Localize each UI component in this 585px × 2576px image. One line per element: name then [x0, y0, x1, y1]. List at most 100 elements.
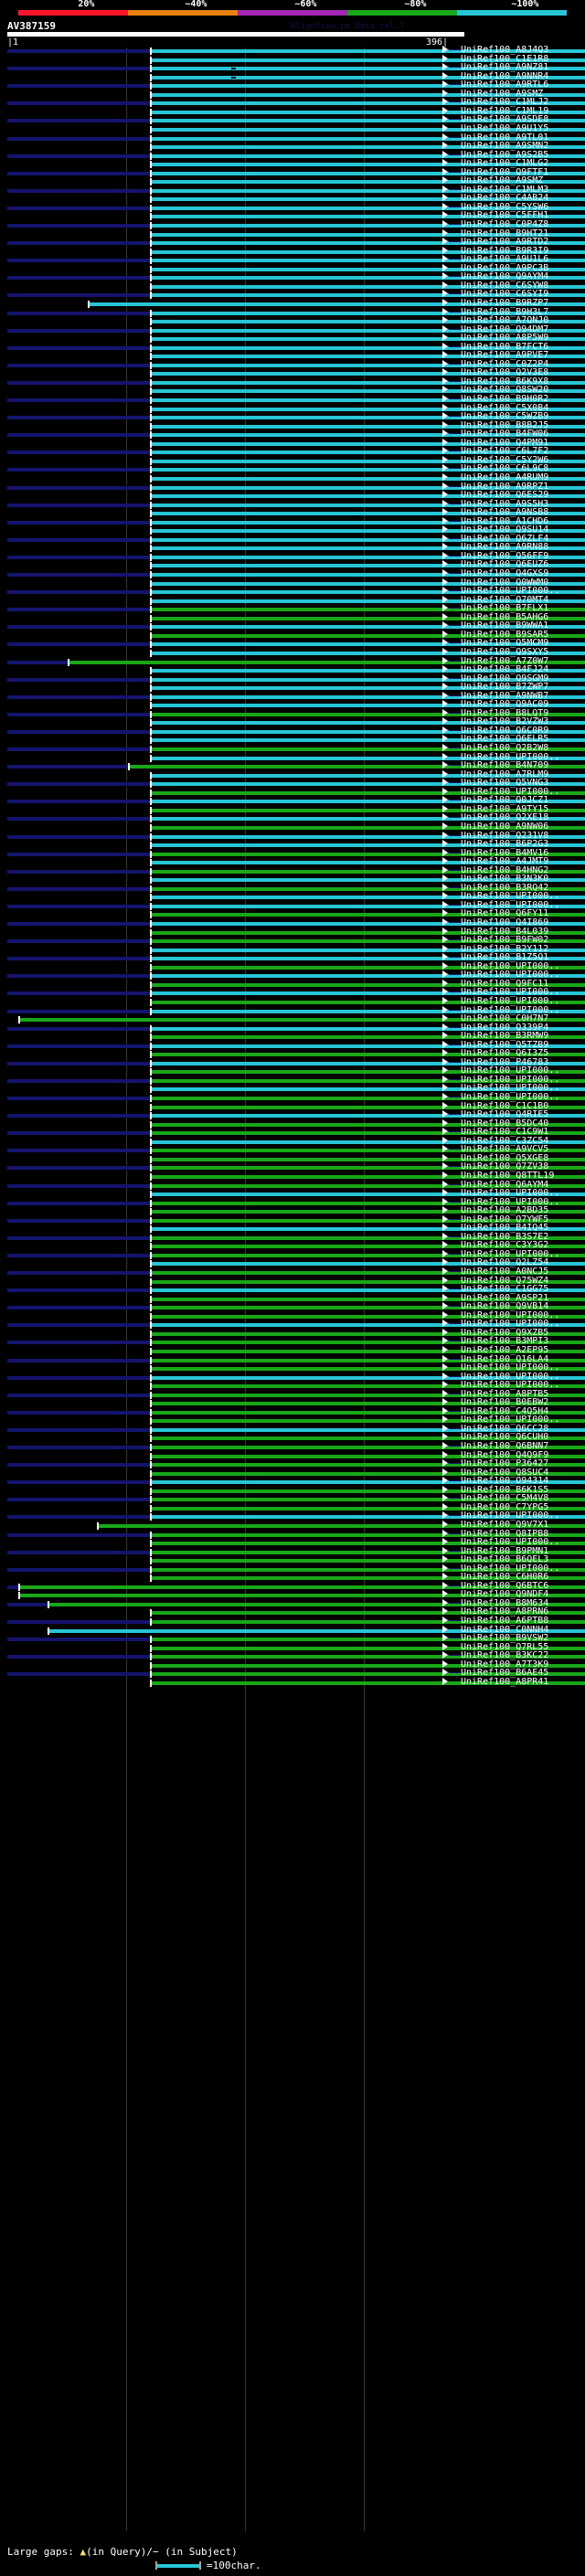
table-row[interactable]: [0, 728, 585, 737]
subject-label[interactable]: UniRef100_Q9AC09: [461, 699, 549, 710]
hsp-bar[interactable]: [152, 538, 585, 542]
subject-label[interactable]: UniRef100_Q94DM7: [461, 323, 549, 334]
table-row[interactable]: [0, 74, 585, 82]
hsp-bar[interactable]: [152, 1236, 585, 1240]
table-row[interactable]: [0, 519, 585, 527]
subject-label[interactable]: UniRef100_A9SDE8: [461, 114, 549, 125]
hsp-bar[interactable]: [152, 1166, 585, 1170]
subject-label[interactable]: UniRef100_Q9NDF4: [461, 1589, 549, 1600]
hsp-bar[interactable]: [152, 1087, 585, 1091]
subject-label[interactable]: UniRef100_A4RUM9: [461, 472, 549, 482]
hsp-bar[interactable]: [152, 259, 585, 262]
subject-label[interactable]: UniRef100_C1MLJ2: [461, 97, 549, 108]
hsp-bar[interactable]: [152, 757, 585, 760]
subject-label[interactable]: UniRef100_Q6FY11: [461, 908, 549, 919]
hsp-bar[interactable]: [152, 939, 585, 943]
hsp-bar[interactable]: [152, 355, 585, 358]
table-row[interactable]: [0, 283, 585, 292]
hsp-bar[interactable]: [152, 1323, 585, 1327]
hsp-bar[interactable]: [152, 93, 585, 97]
table-row[interactable]: [0, 1112, 585, 1120]
subject-label[interactable]: UniRef100_A8P5W9: [461, 333, 549, 344]
subject-label[interactable]: UniRef100_B6K9X8: [461, 376, 549, 387]
hsp-bar[interactable]: [152, 49, 585, 53]
table-row[interactable]: [0, 1208, 585, 1216]
subject-label[interactable]: UniRef100_A9VCV5: [461, 1144, 549, 1155]
subject-label[interactable]: UniRef100_Q9VB14: [461, 1301, 549, 1312]
hsp-bar[interactable]: [152, 1559, 585, 1563]
hsp-bar[interactable]: [152, 285, 585, 289]
subject-label[interactable]: UniRef100_A9RPZ1: [461, 481, 549, 492]
table-row[interactable]: [0, 475, 585, 483]
hsp-bar[interactable]: [152, 730, 585, 734]
subject-label[interactable]: UniRef100_B8B2J5: [461, 419, 549, 430]
hsp-bar[interactable]: [152, 389, 585, 393]
subject-label[interactable]: UniRef100_C1MLM3: [461, 184, 549, 195]
table-row[interactable]: [0, 667, 585, 675]
subject-label[interactable]: UniRef100_B6AE45: [461, 1668, 549, 1679]
subject-label[interactable]: UniRef100_C5M4V8: [461, 1493, 549, 1504]
table-row[interactable]: [0, 772, 585, 780]
table-row[interactable]: [0, 231, 585, 239]
hsp-bar[interactable]: [152, 678, 585, 682]
subject-label[interactable]: UniRef100_C7YPG5: [461, 1501, 549, 1512]
subject-label[interactable]: UniRef100_B4FJ24: [461, 664, 549, 675]
subject-label[interactable]: UniRef100_Q9FTF1: [461, 166, 549, 177]
subject-label[interactable]: UniRef100_C5YSW6: [461, 201, 549, 212]
table-row[interactable]: [0, 676, 585, 684]
hsp-bar[interactable]: [152, 1455, 585, 1458]
subject-label[interactable]: UniRef100_Q6CUH0: [461, 1432, 549, 1443]
hsp-bar[interactable]: [152, 381, 585, 385]
subject-label[interactable]: UniRef100_UPI000..: [461, 1083, 560, 1094]
subject-label[interactable]: UniRef100_Q4Q9F9: [461, 1449, 549, 1460]
hsp-bar[interactable]: [152, 1638, 585, 1641]
subject-label[interactable]: UniRef100_B7FCT6: [461, 341, 549, 352]
table-row[interactable]: [0, 414, 585, 422]
subject-label[interactable]: UniRef100_Q9FC11: [461, 978, 549, 989]
table-row[interactable]: [0, 484, 585, 493]
subject-label[interactable]: UniRef100_A6PTB8: [461, 1616, 549, 1626]
hsp-bar[interactable]: [152, 1280, 585, 1284]
subject-label[interactable]: UniRef100_C1E1R8: [461, 53, 549, 64]
hsp-bar[interactable]: [152, 1655, 585, 1659]
hsp-bar[interactable]: [152, 721, 585, 725]
table-row[interactable]: [0, 790, 585, 798]
table-row[interactable]: [0, 1252, 585, 1260]
table-row[interactable]: [0, 1321, 585, 1330]
table-row[interactable]: [0, 1557, 585, 1565]
subject-label[interactable]: UniRef100_A9SMN2: [461, 141, 549, 152]
hsp-bar[interactable]: [152, 512, 585, 515]
subject-label[interactable]: UniRef100_C5X0B4: [461, 402, 549, 413]
subject-label[interactable]: UniRef100_UPI000..: [461, 995, 560, 1006]
hsp-bar[interactable]: [152, 1436, 585, 1440]
hsp-bar[interactable]: [152, 835, 585, 839]
table-row[interactable]: [0, 1139, 585, 1147]
table-row[interactable]: [0, 266, 585, 274]
table-row[interactable]: [0, 493, 585, 501]
table-row[interactable]: [0, 911, 585, 919]
table-row[interactable]: [0, 213, 585, 221]
hsp-bar[interactable]: [152, 556, 585, 559]
subject-label[interactable]: UniRef100_C6SYI9: [461, 289, 549, 300]
table-row[interactable]: [0, 1435, 585, 1443]
subject-label[interactable]: UniRef100_Q231V8: [461, 830, 549, 841]
hsp-bar[interactable]: [152, 398, 585, 402]
subject-label[interactable]: UniRef100_C5WZB9: [461, 411, 549, 422]
hsp-bar[interactable]: [152, 416, 585, 419]
hsp-bar[interactable]: [152, 870, 585, 874]
table-row[interactable]: [0, 1400, 585, 1408]
table-row[interactable]: [0, 798, 585, 806]
subject-label[interactable]: UniRef100_UPI000..: [461, 1415, 560, 1426]
subject-label[interactable]: UniRef100_Q8TTL19: [461, 1170, 555, 1181]
table-row[interactable]: [0, 1513, 585, 1521]
hsp-bar[interactable]: [152, 293, 585, 297]
table-row[interactable]: [0, 1584, 585, 1592]
hsp-bar[interactable]: [152, 991, 585, 995]
hsp-bar[interactable]: [152, 451, 585, 454]
hsp-bar[interactable]: [152, 1219, 585, 1223]
table-row[interactable]: [0, 1461, 585, 1469]
subject-label[interactable]: UniRef100_B3RQ42: [461, 882, 549, 893]
table-row[interactable]: [0, 1609, 585, 1617]
subject-label[interactable]: UniRef100_Q6I3Z5: [461, 1048, 549, 1059]
table-row[interactable]: [0, 1164, 585, 1172]
